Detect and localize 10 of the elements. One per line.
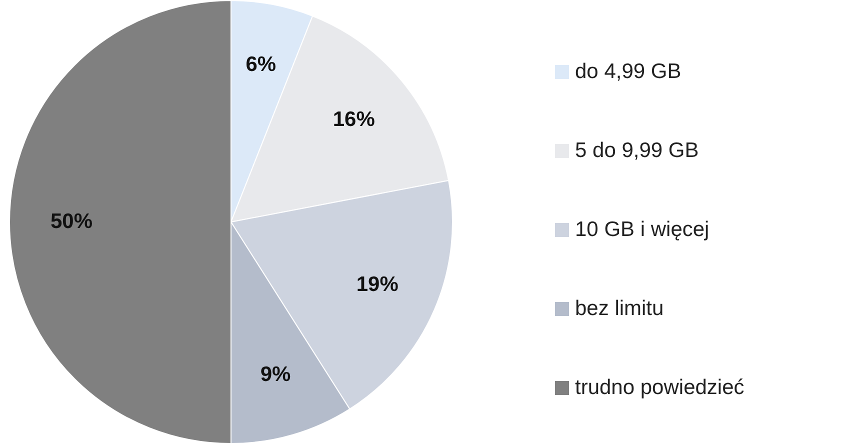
data-label: 6% xyxy=(246,53,276,76)
legend-label: do 4,99 GB xyxy=(575,60,682,84)
legend-label: 5 do 9,99 GB xyxy=(575,139,699,163)
legend-label: trudno powiedzieć xyxy=(575,376,744,400)
data-label: 50% xyxy=(50,210,93,233)
data-label: 19% xyxy=(356,273,399,296)
legend-label: bez limitu xyxy=(575,297,664,321)
legend-label: 10 GB i więcej xyxy=(575,218,710,242)
data-label: 16% xyxy=(332,108,376,132)
data-label: 9% xyxy=(260,362,291,386)
